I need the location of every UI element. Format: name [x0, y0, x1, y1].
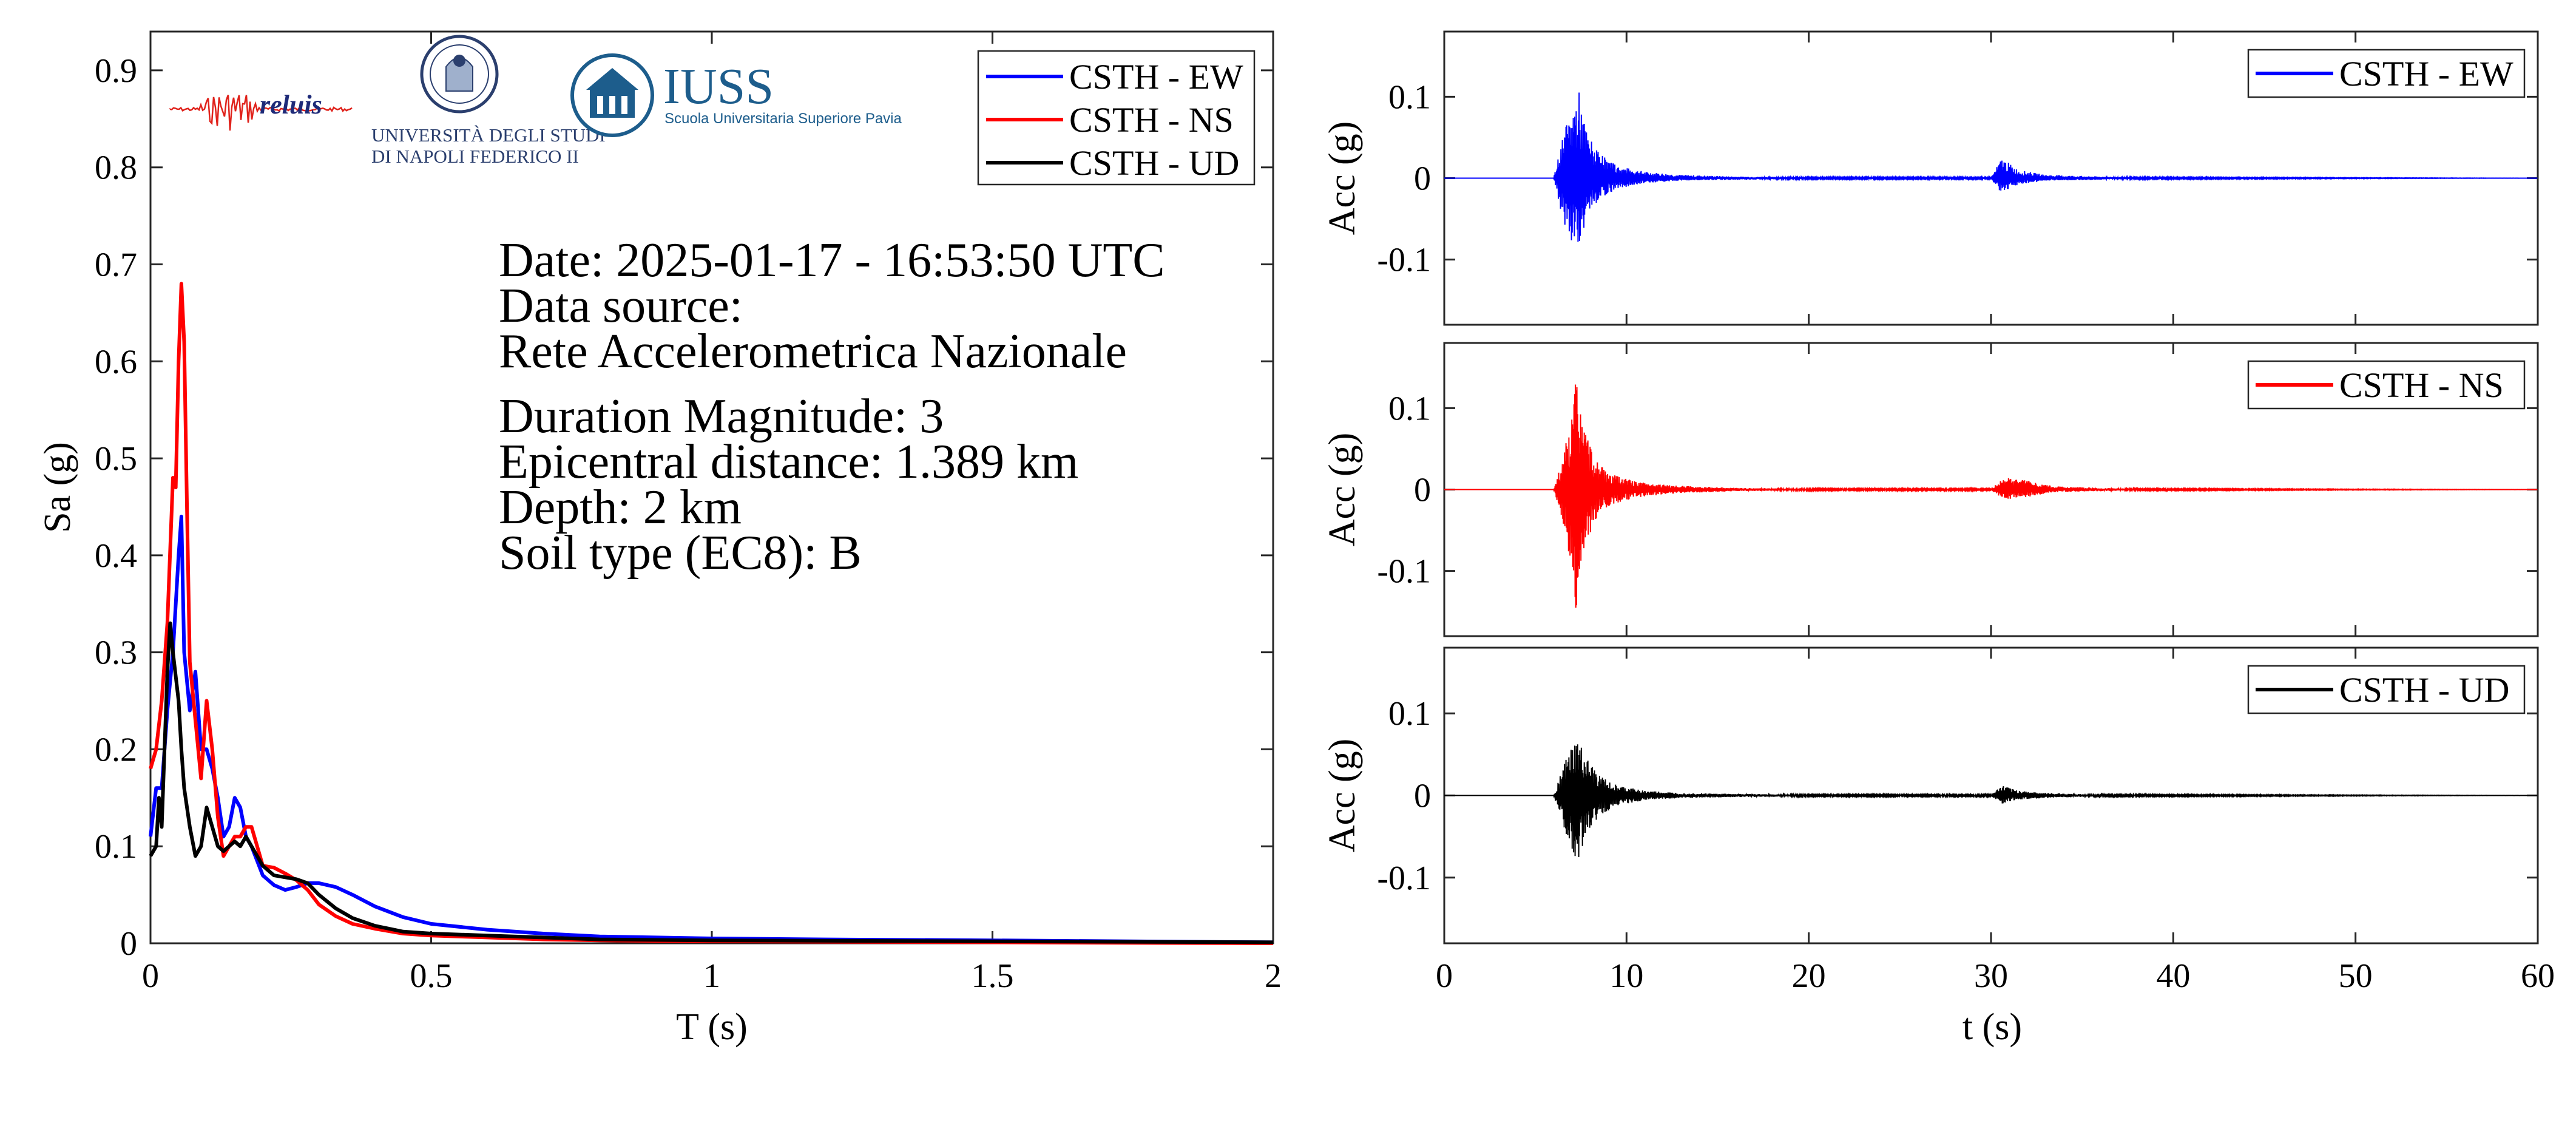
spectrum-x-tick-label: 0 [142, 957, 159, 995]
accelerogram-legend-label: CSTH - NS [2339, 365, 2504, 405]
spectrum-y-tick-label: 0.2 [95, 731, 137, 768]
spectrum-y-tick-label: 0.1 [95, 828, 137, 866]
reluis-seismogram-icon [169, 94, 353, 131]
accelerogram-y-tick-label: -0.1 [1377, 242, 1431, 279]
info-soil: Soil type (EC8): B [499, 526, 862, 580]
info-date: Date: 2025-01-17 - 16:53:50 UTC [499, 234, 1165, 287]
spectrum-y-tick-label: 0.9 [95, 52, 137, 90]
unina-logo: UNIVERSITÀ DEGLI STUDI DI NAPOLI FEDERIC… [371, 35, 606, 167]
spectrum-y-tick-label: 0 [120, 925, 137, 963]
spectrum-x-tick-label: 2 [1265, 957, 1282, 995]
spectrum-y-tick-label: 0.8 [95, 149, 137, 187]
accelerogram-y-tick-label: 0.1 [1388, 390, 1431, 427]
info-distance: Epicentral distance: 1.389 km [499, 435, 1078, 489]
accelerogram-x-tick-label: 10 [1609, 957, 1643, 995]
accelerogram-legend-ud: CSTH - UD [2247, 665, 2526, 714]
spectrum-y-tick-label: 0.4 [95, 537, 137, 575]
accelerogram-legend-label: CSTH - EW [2339, 54, 2513, 93]
accelerogram-legend-label: CSTH - UD [2339, 670, 2509, 710]
accelerogram-y-tick-label: 0 [1414, 160, 1431, 198]
reluis-logo-text: reluis [260, 90, 322, 120]
iuss-logo-subtitle: Scuola Universitaria Superiore Pavia [664, 110, 902, 127]
spectrum-y-tick-label: 0.6 [95, 343, 137, 381]
accelerogram-y-label: Acc (g) [1322, 433, 1363, 547]
accelerogram-y-tick-label: 0.1 [1388, 78, 1431, 116]
accelerogram-legend-ns: CSTH - NS [2247, 360, 2526, 410]
accelerogram-ud: 0 10 20 30 40 50 60 0.1 0 -0.1 Acc (g) CSTH - UD [1322, 646, 2555, 995]
accelerogram-y-tick-label: 0.1 [1388, 695, 1431, 733]
info-source: Rete Accelerometrica Nazionale [499, 325, 1127, 378]
accelerogram-ew: 0.1 0 -0.1 Acc (g) CSTH - EW [1322, 30, 2539, 326]
spectrum-line-ud [149, 621, 1274, 945]
spectrum-x-tick-label: 1 [703, 957, 720, 995]
spectrum-legend: CSTH - EW CSTH - NS CSTH - UD [977, 50, 1256, 186]
legend-label-ns: CSTH - NS [1069, 100, 1234, 140]
accelerogram-x-label: t (s) [1962, 1006, 2022, 1048]
accelerogram-y-tick-label: 0 [1414, 472, 1431, 509]
accelerogram-x-tick-label: 50 [2339, 957, 2373, 995]
spectrum-line-ns [149, 282, 1274, 945]
spectrum-series [149, 282, 1274, 945]
spectrum-ticks: 0 0.5 1 1.5 2 0 0.1 0.2 0.3 0.4 0.5 0.6 0.7 0.8 0.9 [95, 32, 1282, 995]
legend-label-ew: CSTH - EW [1069, 57, 1243, 97]
accelerogram-x-tick-label: 40 [2156, 957, 2190, 995]
spectrum-y-label: Sa (g) [37, 442, 78, 533]
accelerogram-y-tick-label: 0 [1414, 778, 1431, 815]
accelerogram-y-label: Acc (g) [1322, 739, 1363, 853]
accelerogram-ns: 0.1 0 -0.1 Acc (g) CSTH - NS [1322, 342, 2539, 637]
accelerogram-x-tick-label: 20 [1792, 957, 1826, 995]
iuss-logo: IUSS Scuola Universitaria Superiore Pavi… [570, 53, 902, 137]
reluis-logo: reluis [169, 90, 353, 131]
iuss-logo-title: IUSS [663, 58, 774, 115]
spectrum-y-tick-label: 0.5 [95, 440, 137, 478]
event-info: Date: 2025-01-17 - 16:53:50 UTC Data sou… [499, 234, 1165, 580]
spectrum-y-tick-label: 0.7 [95, 246, 137, 283]
accelerogram-x-tick-label: 0 [1436, 957, 1453, 995]
info-depth: Depth: 2 km [499, 481, 742, 534]
reluis-wave-trace [169, 94, 353, 131]
accelerogram-legend-ew: CSTH - EW [2247, 49, 2526, 98]
spectrum-chart: 0 0.5 1 1.5 2 0 0.1 0.2 0.3 0.4 0.5 0.6 0.7 0.8 0.9 T … [37, 30, 1282, 1048]
spectrum-x-tick-label: 0.5 [410, 957, 453, 995]
spectrum-y-tick-label: 0.3 [95, 634, 137, 672]
accelerogram-x-tick-label: 30 [1974, 957, 2008, 995]
accelerogram-trace-ns [1444, 384, 2538, 608]
accelerogram-trace-ew [1444, 92, 2538, 242]
unina-logo-line1: UNIVERSITÀ DEGLI STUDI [371, 124, 606, 146]
unina-logo-line2: DI NAPOLI FEDERICO II [371, 146, 579, 167]
legend-label-ud: CSTH - UD [1069, 143, 1239, 183]
spectrum-x-tick-label: 1.5 [972, 957, 1014, 995]
info-source-label: Data source: [499, 279, 743, 333]
accelerogram-legend-box [2247, 360, 2526, 410]
accelerogram-y-tick-label: -0.1 [1377, 860, 1431, 897]
accelerogram-trace-ud [1444, 744, 2538, 857]
accelerogram-x-tick-label: 60 [2521, 957, 2555, 995]
accelerogram-y-tick-label: -0.1 [1377, 553, 1431, 591]
accelerogram-panels: 0.1 0 -0.1 Acc (g) CSTH - EW 0.1 0 -0.1 Acc (g) C… [1322, 30, 2555, 995]
info-magnitude: Duration Magnitude: 3 [499, 390, 944, 443]
spectrum-x-label: T (s) [676, 1006, 748, 1048]
accelerogram-y-label: Acc (g) [1322, 121, 1363, 236]
